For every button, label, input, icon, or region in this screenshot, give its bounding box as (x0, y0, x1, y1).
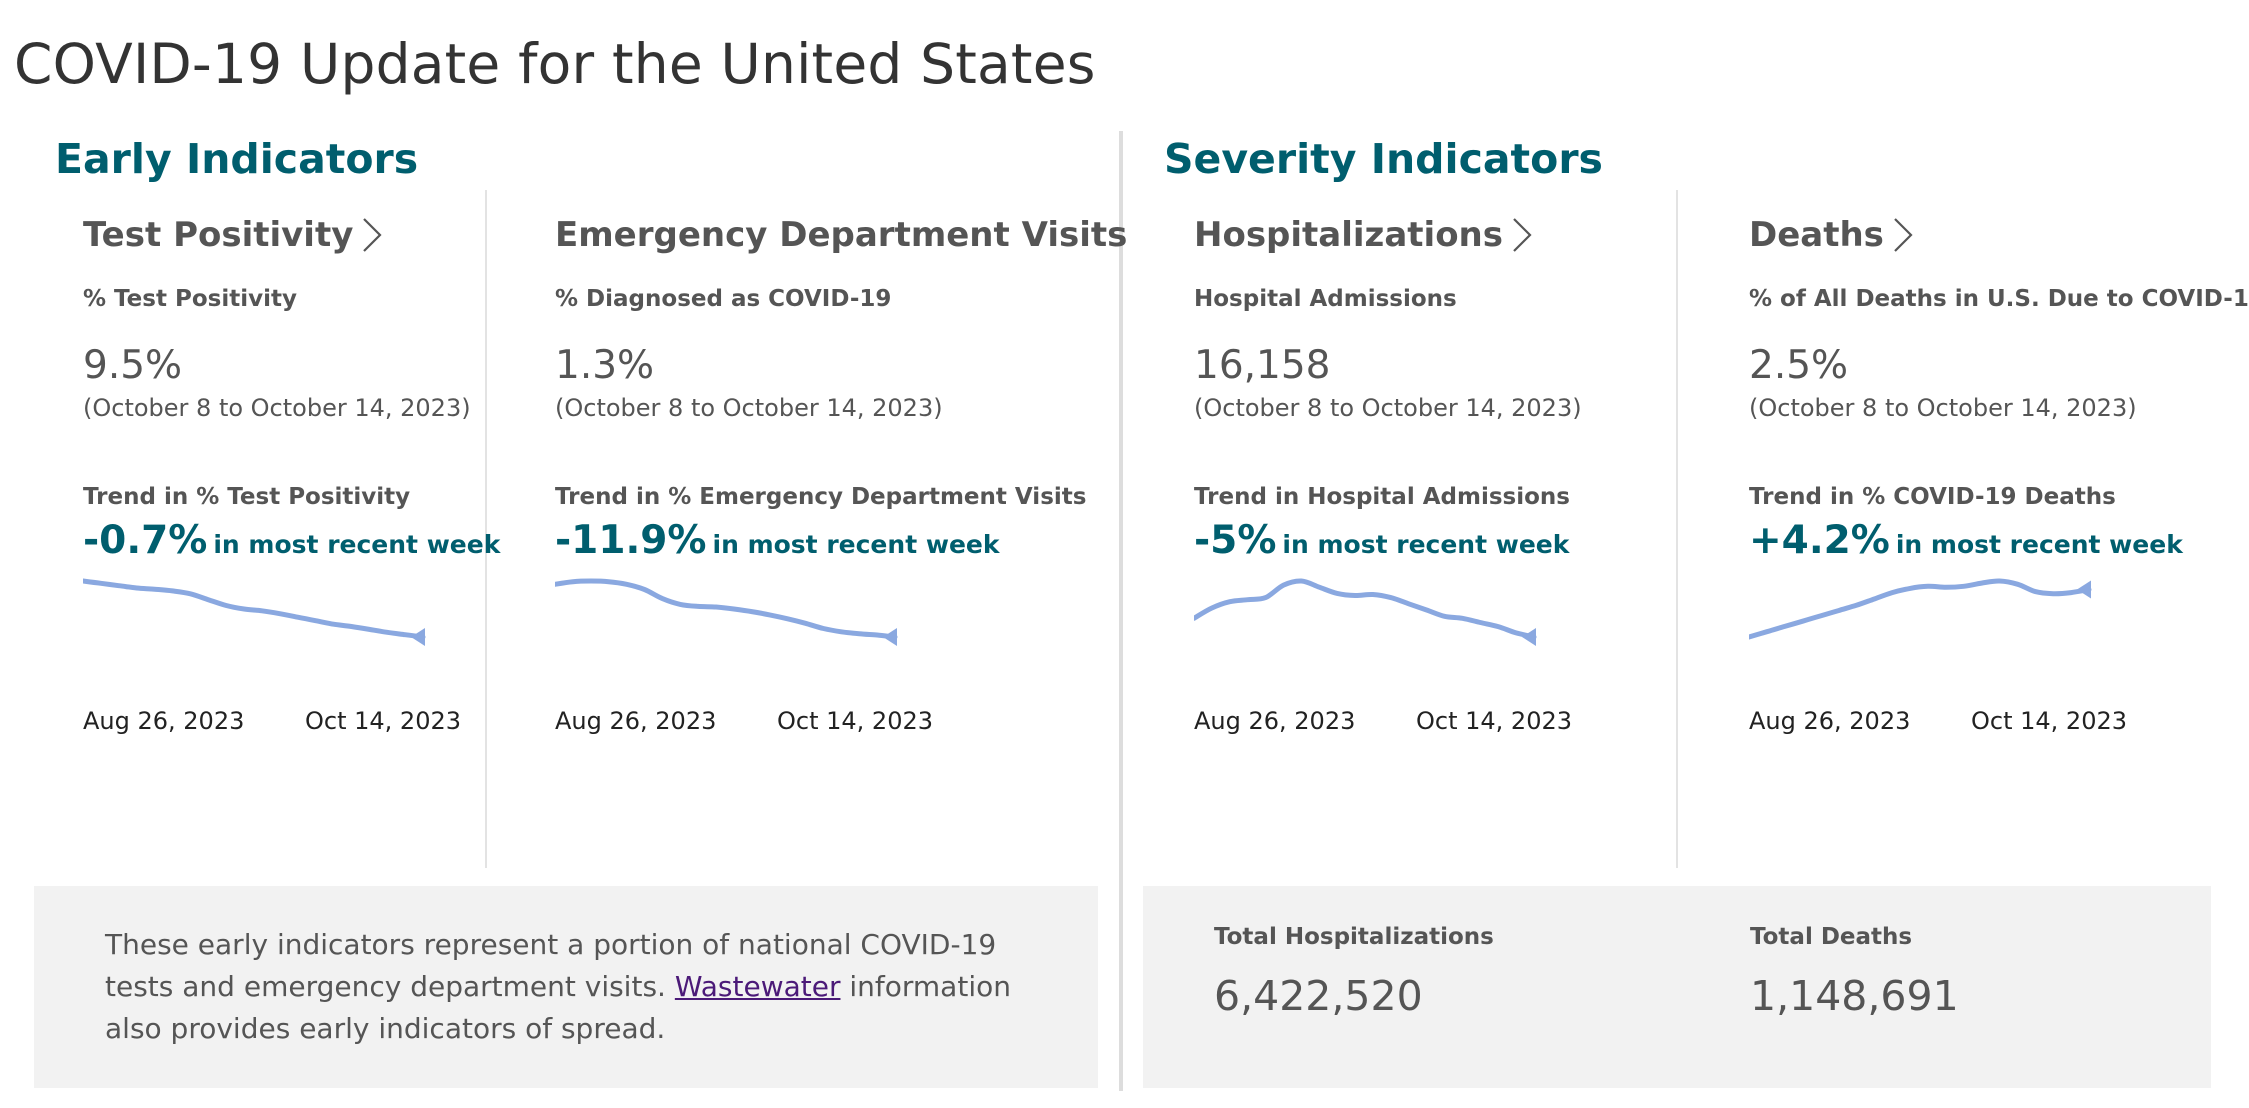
sparkline-series-line (555, 578, 898, 640)
sparkline-end-marker (411, 628, 425, 646)
sparkline-chart (1749, 578, 2092, 640)
metric-label: % of All Deaths in U.S. Due to COVID-19 (1749, 286, 2249, 312)
metric-label: Hospital Admissions (1194, 286, 1457, 312)
trend-summary: -0.7% in most recent week (83, 518, 553, 563)
axis-start-label: Aug 26, 2023 (555, 707, 717, 735)
axis-end-label: Oct 14, 2023 (305, 707, 461, 735)
trend-value: -0.7% (83, 518, 208, 563)
axis-end-label: Oct 14, 2023 (1971, 707, 2127, 735)
sparkline-end-marker (2077, 580, 2091, 599)
metric-value: 16,158 (1194, 343, 1331, 388)
page-title: COVID-19 Update for the United States (14, 32, 1096, 96)
metric-value: 9.5% (83, 343, 183, 388)
deaths-link[interactable]: Deaths (1749, 210, 2219, 260)
card-test-positivity: Test Positivity % Test Positivity 9.5% (… (83, 210, 553, 737)
note-text-end: information also provides early indicato… (105, 970, 1011, 1045)
trend-summary: +4.2% in most recent week (1749, 518, 2219, 563)
metric-date-range: (October 8 to October 14, 2023) (555, 394, 943, 422)
sparkline-axis: Aug 26, 2023 Oct 14, 2023 (83, 707, 461, 737)
card-deaths: Deaths % of All Deaths in U.S. Due to CO… (1749, 210, 2249, 737)
total-deaths-value: 1,148,691 (1750, 972, 1959, 1020)
trend-value: +4.2% (1749, 518, 1890, 563)
total-hospitalizations-value: 6,422,520 (1214, 972, 1423, 1020)
metric-date-range: (October 8 to October 14, 2023) (1194, 394, 1582, 422)
total-hospitalizations-label: Total Hospitalizations (1214, 924, 1494, 950)
sparkline-series-line (1194, 578, 1537, 640)
wastewater-link[interactable]: Wastewater (674, 970, 841, 1003)
trend-value: -5% (1194, 518, 1277, 563)
trend-summary: -11.9% in most recent week (555, 518, 1025, 563)
metric-label: % Diagnosed as COVID-19 (555, 286, 892, 312)
sparkline-end-marker (883, 628, 897, 646)
severity-indicators-heading: Severity Indicators (1164, 135, 1603, 183)
section-divider (1119, 131, 1123, 1091)
sparkline-end-marker (1522, 628, 1536, 646)
total-deaths: Total Deaths 1,148,691 (1750, 924, 1959, 1020)
emergency-department-visits-link[interactable]: Emergency Department Visits (555, 210, 1127, 260)
note-text: These early indicators represent a porti… (105, 928, 997, 1003)
trend-value: -11.9% (555, 518, 707, 563)
axis-end-label: Oct 14, 2023 (777, 707, 933, 735)
trend-label: Trend in % Test Positivity (83, 484, 411, 510)
card-title: Hospitalizations (1194, 215, 1503, 255)
axis-end-label: Oct 14, 2023 (1416, 707, 1572, 735)
sparkline-chart (1194, 578, 1537, 646)
chevron-right-icon (1513, 218, 1532, 252)
card-emergency-department-visits: Emergency Department Visits % Diagnosed … (555, 210, 1127, 737)
trend-label: Trend in Hospital Admissions (1194, 484, 1570, 510)
column-divider (1676, 190, 1678, 868)
card-title: Deaths (1749, 215, 1884, 255)
chevron-right-icon (363, 218, 382, 252)
sparkline-axis: Aug 26, 2023 Oct 14, 2023 (555, 707, 933, 737)
metric-value: 2.5% (1749, 343, 1849, 388)
column-divider (485, 190, 487, 868)
sparkline-series-line (1749, 578, 2092, 640)
totals-panel: Total Hospitalizations 6,422,520 Total D… (1143, 886, 2211, 1088)
hospitalizations-link[interactable]: Hospitalizations (1194, 210, 1664, 260)
sparkline-chart (83, 578, 426, 646)
card-hospitalizations: Hospitalizations Hospital Admissions 16,… (1194, 210, 1664, 737)
trend-label: Trend in % Emergency Department Visits (555, 484, 1087, 510)
sparkline-axis: Aug 26, 2023 Oct 14, 2023 (1749, 707, 2127, 737)
early-indicators-note: These early indicators represent a porti… (34, 886, 1098, 1088)
metric-date-range: (October 8 to October 14, 2023) (83, 394, 471, 422)
metric-value: 1.3% (555, 343, 655, 388)
total-deaths-label: Total Deaths (1750, 924, 1913, 950)
axis-start-label: Aug 26, 2023 (1194, 707, 1356, 735)
trend-suffix: in most recent week (1895, 530, 2183, 559)
sparkline-series-line (83, 578, 426, 640)
total-hospitalizations: Total Hospitalizations 6,422,520 (1214, 924, 1494, 1020)
sparkline-chart (555, 578, 898, 646)
trend-summary: -5% in most recent week (1194, 518, 1664, 563)
trend-label: Trend in % COVID-19 Deaths (1749, 484, 2116, 510)
metric-date-range: (October 8 to October 14, 2023) (1749, 394, 2137, 422)
axis-start-label: Aug 26, 2023 (83, 707, 245, 735)
trend-suffix: in most recent week (712, 530, 1000, 559)
trend-suffix: in most recent week (213, 530, 501, 559)
card-title: Emergency Department Visits (555, 215, 1128, 255)
sparkline-axis: Aug 26, 2023 Oct 14, 2023 (1194, 707, 1572, 737)
chevron-right-icon (1894, 218, 1913, 252)
metric-label: % Test Positivity (83, 286, 297, 312)
card-title: Test Positivity (83, 215, 354, 255)
axis-start-label: Aug 26, 2023 (1749, 707, 1911, 735)
trend-suffix: in most recent week (1282, 530, 1570, 559)
test-positivity-link[interactable]: Test Positivity (83, 210, 553, 260)
early-indicators-heading: Early Indicators (55, 135, 419, 183)
